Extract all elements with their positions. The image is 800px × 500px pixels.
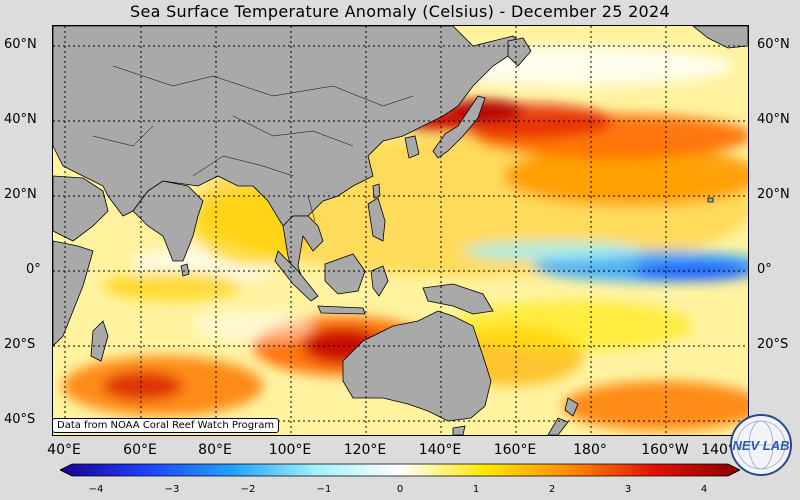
lat-label-left: 40°S bbox=[4, 412, 36, 427]
colorbar-tick: −3 bbox=[164, 484, 180, 495]
logo-globe-icon: NEV LAB bbox=[730, 414, 792, 476]
lat-label-left: 40°N bbox=[4, 112, 37, 127]
nev-lab-logo: NEV LAB bbox=[730, 414, 792, 476]
lat-label-left: 0° bbox=[26, 262, 41, 277]
colorbar-tick: 1 bbox=[472, 484, 480, 495]
map-canvas bbox=[53, 26, 748, 435]
lat-label-right: 0° bbox=[757, 262, 772, 277]
lon-label: 180° bbox=[573, 442, 607, 458]
lat-label-left: 20°N bbox=[4, 187, 37, 202]
lon-label: 100°E bbox=[268, 442, 312, 458]
lat-label-left: 60°N bbox=[4, 37, 37, 52]
logo-text: NEV LAB bbox=[732, 438, 789, 453]
lon-label: 160°W bbox=[641, 442, 689, 458]
lon-label: 140°E bbox=[418, 442, 462, 458]
data-credit-label: Data from NOAA Coral Reef Watch Program bbox=[52, 418, 280, 433]
lat-label-left: 20°S bbox=[4, 337, 36, 352]
colorbar-tick: −1 bbox=[316, 484, 332, 495]
land-masses bbox=[53, 26, 748, 435]
lon-label: 80°E bbox=[198, 442, 232, 458]
colorbar-svg bbox=[59, 463, 741, 477]
lon-label: 120°E bbox=[343, 442, 387, 458]
country-borders bbox=[92, 65, 414, 222]
lat-label-right: 20°N bbox=[757, 187, 790, 202]
lat-label-right: 60°N bbox=[757, 37, 790, 52]
lat-label-right: 40°N bbox=[757, 112, 790, 127]
colorbar-tick: 0 bbox=[396, 484, 404, 495]
colorbar-tick: −4 bbox=[88, 484, 104, 495]
lat-label-right: 20°S bbox=[757, 337, 789, 352]
map-title: Sea Surface Temperature Anomaly (Celsius… bbox=[130, 2, 670, 21]
colorbar-gradient bbox=[59, 463, 741, 477]
colorbar-tick: −2 bbox=[240, 484, 256, 495]
colorbar bbox=[59, 462, 741, 477]
lon-label: 160°E bbox=[493, 442, 537, 458]
colorbar-tick: 4 bbox=[700, 484, 708, 495]
lon-label: 60°E bbox=[123, 442, 157, 458]
colorbar-tick: 2 bbox=[548, 484, 556, 495]
sst-anomaly-map bbox=[52, 25, 749, 436]
lon-label: 40°E bbox=[47, 442, 81, 458]
colorbar-tick: 3 bbox=[624, 484, 632, 495]
